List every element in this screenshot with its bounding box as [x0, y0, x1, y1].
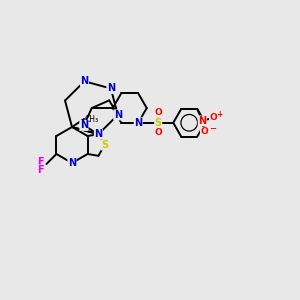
- Text: N: N: [114, 110, 122, 120]
- Text: N: N: [68, 158, 76, 168]
- Text: F: F: [37, 157, 44, 167]
- Text: +: +: [216, 110, 222, 119]
- Text: N: N: [80, 120, 88, 130]
- Text: F: F: [37, 165, 44, 175]
- Text: S: S: [101, 140, 108, 150]
- Text: N: N: [107, 83, 115, 94]
- Text: N: N: [198, 116, 206, 126]
- Text: O: O: [154, 108, 162, 117]
- Text: O: O: [209, 113, 217, 122]
- Text: O: O: [200, 128, 208, 136]
- Text: N: N: [80, 76, 88, 86]
- Text: S: S: [155, 118, 162, 128]
- Text: N: N: [94, 129, 103, 139]
- Text: O: O: [154, 128, 162, 137]
- Text: CH₃: CH₃: [85, 115, 99, 124]
- Text: N: N: [134, 118, 142, 128]
- Text: −: −: [209, 124, 216, 134]
